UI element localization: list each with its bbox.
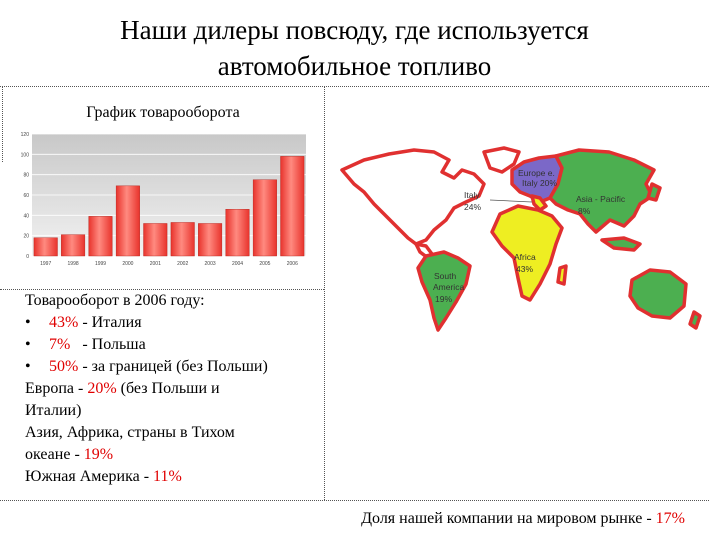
stats-heading: Товарооборот в 2006 году:: [25, 292, 205, 309]
stats-asia-cont: океане - 19%: [25, 444, 315, 466]
turnover-stats: Товарооборот в 2006 году: • 43% - Италия …: [25, 290, 315, 488]
stats-samerica-pct: 11%: [153, 468, 182, 485]
stats-europe-pct: 20%: [87, 380, 117, 397]
stats-poland-text: - Польша: [70, 336, 146, 353]
map-label-africa-pct: 43%: [516, 264, 533, 274]
map-italy: [530, 194, 548, 212]
map-asia: [548, 148, 656, 234]
chart-xtick-label: 2005: [259, 261, 270, 267]
map-north-america: [340, 148, 486, 246]
chart-xtick-label: 2006: [287, 261, 298, 267]
stats-europe-cont: Италии): [25, 402, 82, 419]
stats-italy-pct: 43%: [49, 314, 79, 331]
title-line-2: автомобильное топливо: [217, 51, 492, 81]
divider-vertical: [324, 86, 325, 500]
map-label-asia: Asia - Pacific: [576, 194, 626, 204]
footer-text: Доля нашей компании на мировом рынке -: [361, 510, 656, 527]
stats-abroad-text: - за границей (без Польши): [78, 358, 268, 375]
chart-title: График товарооборота: [86, 104, 240, 121]
map-australia: [628, 268, 688, 320]
stats-europe-label: Европа -: [25, 380, 88, 397]
chart-bar: [88, 216, 113, 257]
chart-bar: [252, 179, 277, 257]
chart-ytick-label: 80: [23, 173, 29, 179]
world-map: Europe e. Italy 20% Italy 24% Asia - Pac…: [340, 146, 702, 332]
stats-samerica-label: Южная Америка -: [25, 468, 154, 485]
map-label-africa: Africa: [514, 252, 536, 262]
chart-bar: [61, 234, 86, 257]
page-title: Наши дилеры повсюду, где используется ав…: [0, 12, 709, 84]
chart-xtick-label: 2004: [232, 261, 243, 267]
stats-asia: Азия, Африка, страны в Тихом: [25, 424, 235, 441]
stats-europe: Европа - 20% (без Польши и: [25, 378, 315, 400]
map-south-america: [416, 250, 472, 332]
chart-xtick-label: 1998: [68, 261, 79, 267]
bullet-dot: •: [25, 336, 31, 353]
stats-bullet-poland: • 7% - Польша: [25, 334, 315, 356]
chart-bar: [198, 223, 223, 257]
map-japan: [646, 182, 662, 202]
map-indonesia: [600, 236, 642, 252]
turnover-chart: 0 20 40 60 80 100 120 1997 1998 1999 2000 2001 2002…: [21, 132, 306, 267]
map-africa: [490, 204, 564, 302]
divider-middle: [0, 289, 324, 290]
chart-xtick-label: 1999: [95, 261, 106, 267]
map-italy-pointer: [489, 199, 533, 203]
map-label-sa: South: [434, 271, 456, 281]
map-label-italy-pct: 24%: [464, 202, 481, 212]
chart-ytick-label: 120: [21, 132, 30, 138]
map-madagascar: [556, 264, 568, 286]
bullet-dot: •: [25, 358, 31, 375]
stats-asia-pct: 19%: [83, 446, 114, 463]
map-label-sa-2: America: [433, 282, 464, 292]
map-label-italy: Italy: [464, 190, 480, 200]
stats-bullet-italy: • 43% - Италия: [25, 312, 315, 334]
stats-abroad-pct: 50%: [49, 358, 79, 375]
chart-bar: [115, 185, 140, 257]
map-label-sa-pct: 19%: [435, 294, 452, 304]
chart-ytick-label: 100: [21, 152, 30, 158]
stats-poland-pct: 7%: [49, 336, 71, 353]
footer-pct: 17%: [655, 510, 685, 527]
chart-bar: [225, 209, 250, 257]
map-greenland: [482, 146, 521, 174]
chart-ytick-label: 0: [26, 254, 29, 260]
chart-bar: [143, 223, 168, 257]
chart-ytick-label: 20: [23, 234, 29, 240]
map-label-europe: Europe e.: [518, 168, 555, 178]
chart-ytick-label: 60: [23, 193, 29, 199]
chart-xtick-label: 2000: [122, 261, 133, 267]
stats-asia-label: океане -: [25, 446, 84, 463]
map-label-europe-pct: Italy 20%: [522, 178, 557, 188]
divider-left-stub: [2, 86, 3, 162]
divider-bottom: [0, 500, 709, 501]
map-label-asia-pct: 8%: [578, 206, 591, 216]
chart-xtick-label: 2003: [205, 261, 216, 267]
chart-xtick-label: 1997: [40, 261, 51, 267]
stats-samerica: Южная Америка - 11%: [25, 466, 315, 488]
market-share-footer: Доля нашей компании на мировом рынке - 1…: [361, 510, 685, 528]
chart-xtick-label: 2001: [150, 261, 161, 267]
map-new-zealand: [688, 310, 702, 330]
divider-top: [0, 86, 709, 87]
title-line-1: Наши дилеры повсюду, где используется: [120, 15, 589, 45]
chart-bar: [33, 237, 58, 257]
stats-bullet-abroad: • 50% - за границей (без Польши): [25, 356, 315, 378]
stats-europe-note: (без Польши и: [116, 380, 220, 397]
chart-bar: [170, 222, 195, 257]
chart-ytick-label: 40: [23, 213, 29, 219]
chart-xtick-label: 2002: [177, 261, 188, 267]
chart-bar: [280, 156, 305, 257]
bullet-dot: •: [25, 314, 31, 331]
stats-italy-text: - Италия: [78, 314, 142, 331]
